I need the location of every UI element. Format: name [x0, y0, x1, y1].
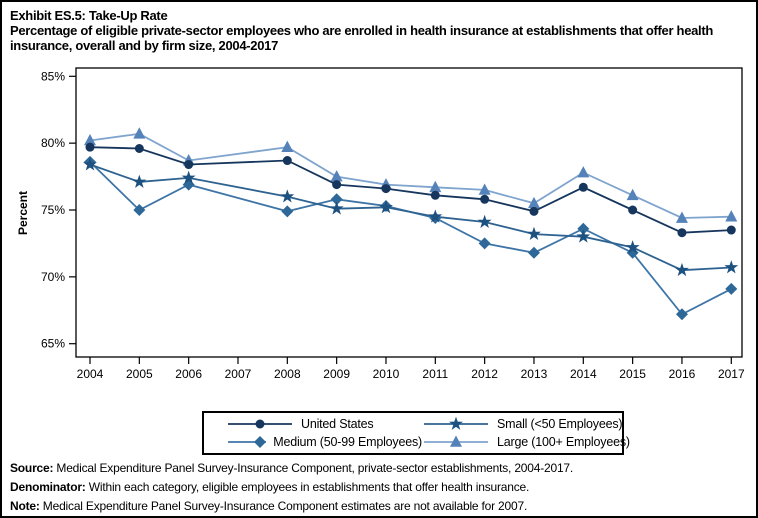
triangle-up-marker: [133, 127, 146, 139]
star-marker: [625, 240, 640, 254]
diamond-marker: [254, 436, 266, 448]
triangle-up-marker: [626, 188, 639, 201]
circle-marker: [578, 182, 588, 192]
denominator-text: Within each category, eligible employees…: [85, 480, 530, 494]
x-tick-label: 2013: [521, 367, 548, 381]
circle-marker: [282, 156, 292, 166]
y-tick-label: 75%: [41, 203, 65, 217]
circle-marker: [134, 143, 144, 153]
triangle-up-marker: [429, 180, 442, 193]
y-tick-label: 70%: [41, 270, 65, 284]
circle-marker: [381, 184, 391, 194]
star-marker: [280, 189, 295, 203]
legend-label: Small (<50 Employees): [497, 417, 623, 431]
circle-marker: [726, 225, 736, 235]
diamond-marker: [577, 222, 590, 235]
diamond-marker: [675, 308, 688, 321]
source-note: Source: Medical Expenditure Panel Survey…: [10, 459, 754, 478]
y-tick-label: 80%: [41, 136, 65, 150]
x-tick-label: 2007: [225, 367, 252, 381]
triangle-up-marker: [281, 140, 294, 152]
triangle-up-marker: [450, 435, 462, 447]
source-text: Medical Expenditure Panel Survey-Insuran…: [53, 461, 574, 475]
circle-marker: [255, 419, 265, 429]
circle-legend-swatch: [228, 419, 292, 429]
footnotes: Source: Medical Expenditure Panel Survey…: [10, 459, 754, 516]
legend-label: United States: [301, 417, 374, 431]
legend-item-small-50-employees: Small (<50 Employees): [422, 416, 630, 432]
diamond-marker: [281, 205, 294, 218]
diamond-marker: [527, 246, 540, 259]
x-tick-label: 2010: [373, 367, 400, 381]
x-tick-label: 2017: [718, 367, 745, 381]
star-marker: [449, 416, 463, 430]
x-tick-label: 2009: [323, 367, 350, 381]
note-label: Note:: [10, 499, 40, 513]
circle-marker: [332, 180, 342, 190]
triangle-up-marker: [527, 196, 540, 209]
circle-marker: [529, 206, 539, 216]
star-marker: [329, 201, 344, 215]
x-tick-label: 2011: [422, 367, 448, 381]
note-text: Medical Expenditure Panel Survey-Insuran…: [39, 499, 528, 513]
x-tick-label: 2004: [77, 367, 104, 381]
x-tick-label: 2015: [619, 367, 646, 381]
x-tick-label: 2005: [126, 367, 153, 381]
circle-marker: [677, 228, 687, 238]
diamond-marker: [725, 282, 738, 295]
circle-marker: [480, 194, 490, 204]
chart-subtitle: Percentage of eligible private-sector em…: [10, 23, 714, 53]
source-label: Source:: [10, 461, 54, 475]
diamond-marker: [133, 204, 146, 216]
diamond-legend-swatch: [228, 436, 267, 448]
triangle-up-marker: [675, 211, 688, 223]
triangle-up-marker: [577, 166, 590, 178]
triangle-up-marker: [725, 210, 738, 222]
star-marker: [527, 226, 541, 240]
legend-item-medium-50-99-employees: Medium (50-99 Employees): [226, 434, 422, 450]
legend-items: United States Medium (50-99 Employees) Sma…: [204, 413, 630, 453]
legend-label: Medium (50-99 Employees): [273, 435, 422, 449]
triangle-up-marker: [478, 183, 491, 195]
star-marker: [724, 260, 739, 274]
y-tick-label: 65%: [41, 337, 65, 351]
takeup-chart-svg: 85% 80% 75% 70% 65% 2004 2005 2006 2007 2008 2009 2…: [16, 67, 745, 381]
x-tick-label: 2014: [570, 367, 597, 381]
y-tick-label: 85%: [41, 69, 65, 83]
star-marker: [181, 170, 196, 184]
legend-item-large-100-employees: Large (100+ Employees): [422, 434, 630, 450]
star-marker: [83, 157, 97, 171]
star-marker: [379, 200, 393, 214]
triangle-up-marker: [330, 170, 343, 182]
chart-title: Exhibit ES.5: Take-Up Rate: [10, 8, 168, 23]
y-axis-title: Percent: [16, 191, 30, 235]
x-tick-label: 2016: [669, 367, 696, 381]
circle-marker: [85, 142, 95, 152]
triangle-up-legend-swatch: [424, 435, 488, 447]
diamond-marker: [478, 237, 491, 250]
x-tick-label: 2012: [471, 367, 498, 381]
diamond-marker: [330, 193, 343, 206]
x-tick-label: 2008: [274, 367, 301, 381]
denominator-note: Denominator: Within each category, eligi…: [10, 478, 754, 497]
circle-marker: [628, 205, 638, 215]
triangle-up-marker: [84, 133, 96, 146]
legend-label: Large (100+ Employees): [497, 435, 630, 449]
star-marker: [477, 214, 492, 228]
legend-item-united-states: United States: [226, 416, 422, 432]
star-legend-swatch: [424, 416, 488, 430]
plot-frame: [75, 67, 743, 358]
x-tick-label: 2006: [175, 367, 202, 381]
star-marker: [132, 174, 147, 188]
availability-note: Note: Medical Expenditure Panel Survey-I…: [10, 497, 754, 516]
chart-legend: United States Medium (50-99 Employees) Sma…: [202, 411, 630, 455]
title-block: Exhibit ES.5: Take-Up Rate Percentage of…: [10, 8, 754, 53]
circle-marker: [184, 160, 194, 170]
star-marker: [675, 262, 689, 277]
circle-marker: [430, 190, 440, 200]
star-marker: [428, 209, 443, 223]
star-marker: [576, 229, 591, 243]
denominator-label: Denominator:: [10, 480, 86, 494]
